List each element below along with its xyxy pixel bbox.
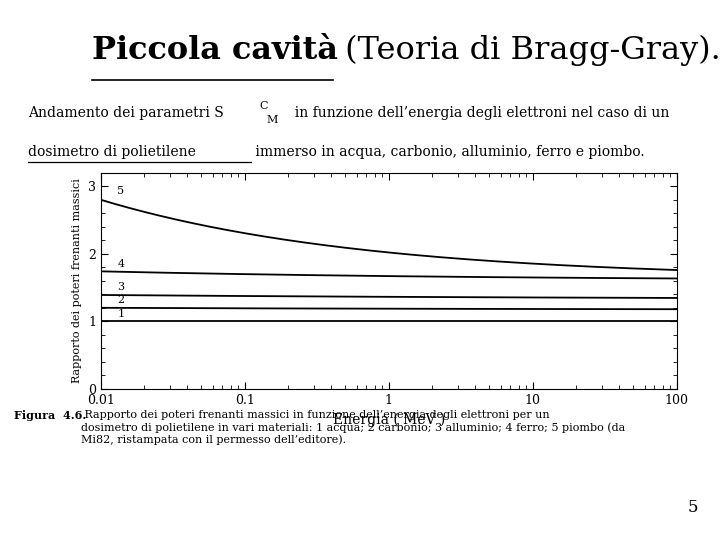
Y-axis label: Rapporto dei poteri frenanti massici: Rapporto dei poteri frenanti massici (73, 178, 82, 383)
Text: 1: 1 (117, 308, 125, 319)
Text: M: M (267, 116, 278, 125)
Text: Figura  4.6.: Figura 4.6. (14, 410, 86, 421)
Text: 4: 4 (117, 259, 125, 268)
Text: Rapporto dei poteri frenanti massici in funzione dell’energia degli elettroni pe: Rapporto dei poteri frenanti massici in … (81, 410, 625, 445)
Text: Piccola cavità: Piccola cavità (92, 35, 338, 66)
Text: (Teoria di Bragg-Gray).: (Teoria di Bragg-Gray). (336, 35, 720, 66)
Text: 5: 5 (688, 499, 698, 516)
Text: in funzione dell’energia degli elettroni nel caso di un: in funzione dell’energia degli elettroni… (286, 106, 670, 120)
X-axis label: Energia ( MeV ): Energia ( MeV ) (333, 412, 445, 427)
Text: C: C (260, 100, 269, 111)
Text: immerso in acqua, carbonio, alluminio, ferro e piombo.: immerso in acqua, carbonio, alluminio, f… (251, 145, 644, 159)
Text: 2: 2 (117, 295, 125, 305)
Text: 5: 5 (117, 186, 125, 197)
Text: Andamento dei parametri S: Andamento dei parametri S (28, 106, 224, 120)
Text: 3: 3 (117, 282, 125, 292)
Text: dosimetro di polietilene: dosimetro di polietilene (28, 145, 197, 159)
